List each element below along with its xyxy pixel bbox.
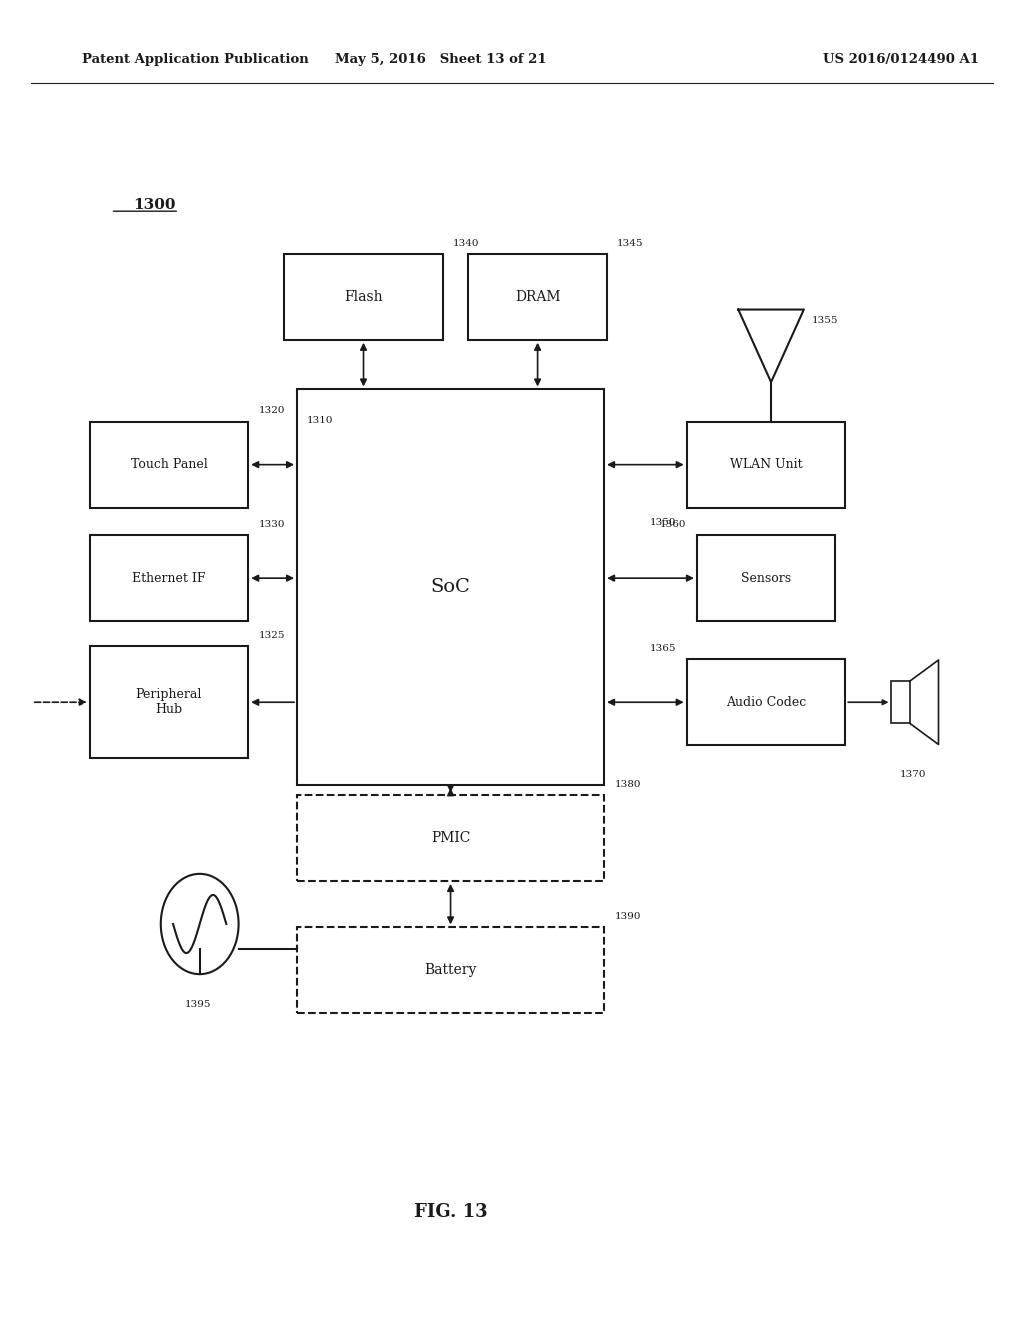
Bar (891, 681, 910, 723)
FancyBboxPatch shape (297, 389, 604, 785)
Text: DRAM: DRAM (515, 290, 560, 304)
Text: 1345: 1345 (616, 239, 643, 248)
Text: 1350: 1350 (650, 519, 676, 527)
FancyBboxPatch shape (297, 795, 604, 882)
Text: 1330: 1330 (258, 520, 285, 528)
Text: 1370: 1370 (900, 771, 926, 780)
FancyBboxPatch shape (696, 536, 836, 620)
FancyBboxPatch shape (90, 421, 248, 507)
Text: Flash: Flash (344, 290, 383, 304)
Text: 1395: 1395 (184, 1001, 211, 1010)
FancyBboxPatch shape (686, 660, 846, 744)
Text: SoC: SoC (431, 578, 470, 597)
FancyBboxPatch shape (297, 927, 604, 1014)
Text: FIG. 13: FIG. 13 (414, 1203, 487, 1221)
Text: 1325: 1325 (258, 631, 285, 639)
Text: 1360: 1360 (660, 520, 686, 528)
Text: 1320: 1320 (258, 407, 285, 414)
Text: WLAN Unit: WLAN Unit (730, 458, 802, 471)
Text: Audio Codec: Audio Codec (726, 696, 806, 709)
Text: US 2016/0124490 A1: US 2016/0124490 A1 (823, 53, 979, 66)
Text: Peripheral
Hub: Peripheral Hub (136, 688, 202, 717)
Text: 1300: 1300 (133, 198, 176, 211)
Text: 1310: 1310 (307, 416, 334, 425)
Text: 1340: 1340 (453, 239, 479, 248)
Text: 1355: 1355 (812, 315, 839, 325)
Text: Battery: Battery (424, 964, 477, 977)
FancyBboxPatch shape (284, 253, 442, 339)
FancyBboxPatch shape (686, 421, 846, 507)
Text: Touch Panel: Touch Panel (131, 458, 207, 471)
FancyBboxPatch shape (90, 536, 248, 620)
Text: Sensors: Sensors (741, 572, 791, 585)
Text: 1380: 1380 (614, 780, 641, 789)
Text: 1390: 1390 (614, 912, 641, 921)
Text: May 5, 2016   Sheet 13 of 21: May 5, 2016 Sheet 13 of 21 (335, 53, 546, 66)
Text: Patent Application Publication: Patent Application Publication (82, 53, 308, 66)
FancyBboxPatch shape (469, 253, 606, 339)
Text: 1365: 1365 (650, 644, 676, 652)
Text: Ethernet IF: Ethernet IF (132, 572, 206, 585)
Text: PMIC: PMIC (431, 832, 470, 845)
FancyBboxPatch shape (90, 645, 248, 758)
